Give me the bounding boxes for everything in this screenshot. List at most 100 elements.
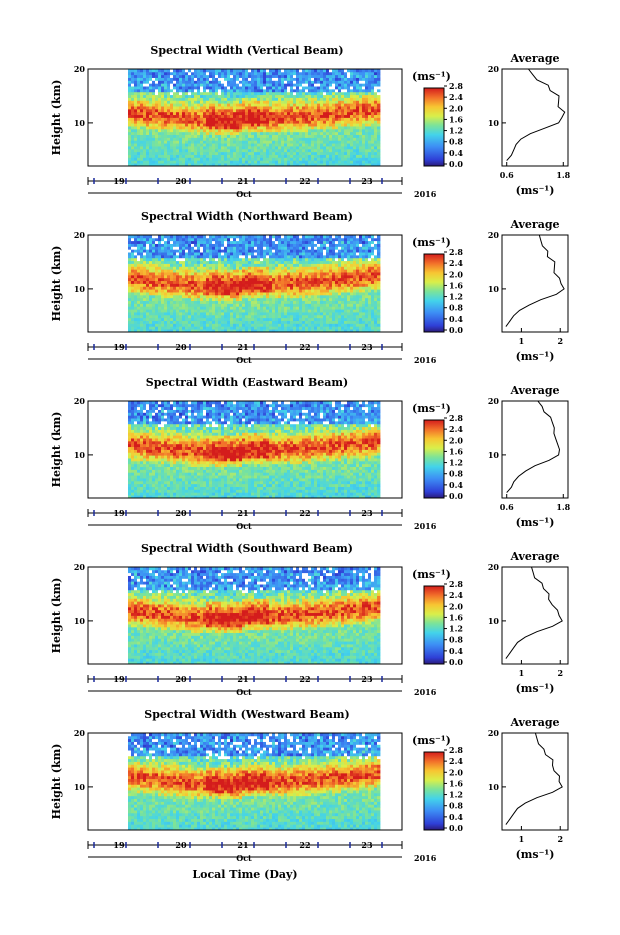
heatmap-cell — [239, 137, 242, 140]
heatmap-cell — [260, 120, 263, 123]
heatmap-cell — [215, 301, 218, 304]
heatmap-cell — [137, 152, 140, 155]
heatmap-cell — [314, 123, 317, 126]
heatmap-cell — [212, 146, 215, 149]
heatmap-cell — [230, 289, 233, 292]
heatmap-cell — [191, 303, 194, 306]
heatmap-cell — [152, 75, 155, 78]
heatmap-cell — [200, 72, 203, 75]
heatmap-cell — [269, 140, 272, 143]
heatmap-cell — [245, 298, 248, 301]
heatmap-cell — [314, 95, 317, 98]
heatmap-cell — [299, 258, 302, 261]
heatmap-cell — [131, 298, 134, 301]
heatmap-cell — [155, 95, 158, 98]
heatmap-cell — [365, 78, 368, 81]
heatmap-cell — [290, 80, 293, 83]
heatmap-cell — [182, 241, 185, 244]
heatmap-cell — [290, 95, 293, 98]
heatmap-cell — [341, 157, 344, 160]
heatmap-cell — [374, 120, 377, 123]
heatmap-cell — [188, 80, 191, 83]
heatmap-cell — [158, 286, 161, 289]
heatmap-cell — [254, 269, 257, 272]
heatmap-cell — [188, 292, 191, 295]
heatmap-cell — [188, 92, 191, 95]
heatmap-cell — [245, 80, 248, 83]
heatmap-cell — [284, 120, 287, 123]
heatmap-cell — [239, 264, 242, 267]
heatmap-cell — [257, 75, 260, 78]
heatmap-cell — [140, 326, 143, 329]
heatmap-cell — [281, 238, 284, 241]
heatmap-cell — [287, 275, 290, 278]
heatmap-cell — [239, 157, 242, 160]
heatmap-cell — [128, 120, 131, 123]
heatmap-cell — [242, 272, 245, 275]
heatmap-cell — [197, 301, 200, 304]
heatmap-cell — [236, 292, 239, 295]
heatmap-cell — [215, 160, 218, 163]
heatmap-cell — [302, 132, 305, 135]
heatmap-cell — [290, 238, 293, 241]
heatmap-cell — [269, 289, 272, 292]
heatmap-cell — [260, 289, 263, 292]
heatmap-cell — [188, 318, 191, 321]
heatmap-cell — [167, 129, 170, 132]
heatmap-cell — [191, 103, 194, 106]
heatmap-cell — [194, 286, 197, 289]
heatmap-cell — [257, 152, 260, 155]
heatmap-cell — [185, 80, 188, 83]
heatmap-cell — [344, 89, 347, 92]
heatmap-cell — [146, 98, 149, 101]
heatmap-cell — [290, 126, 293, 129]
heatmap-cell — [278, 249, 281, 252]
heatmap-cell — [356, 83, 359, 86]
heatmap-cell — [248, 160, 251, 163]
heatmap-cell — [143, 261, 146, 264]
heatmap-cell — [266, 258, 269, 261]
heatmap-cell — [293, 140, 296, 143]
heatmap-cell — [248, 75, 251, 78]
heatmap-cell — [299, 278, 302, 281]
heatmap-cell — [179, 286, 182, 289]
heatmap-cell — [248, 312, 251, 315]
heatmap-cell — [161, 261, 164, 264]
heatmap-cell — [362, 115, 365, 118]
heatmap-cell — [287, 126, 290, 129]
heatmap-cell — [284, 292, 287, 295]
heatmap-cell — [263, 149, 266, 152]
heatmap-cell — [221, 252, 224, 255]
heatmap-cell — [251, 318, 254, 321]
heatmap-cell — [338, 92, 341, 95]
heatmap-cell — [179, 321, 182, 324]
heatmap-cell — [227, 312, 230, 315]
heatmap-cell — [131, 323, 134, 326]
heatmap-cell — [146, 266, 149, 269]
heatmap-cell — [146, 278, 149, 281]
heatmap-cell — [353, 120, 356, 123]
heatmap-cell — [152, 140, 155, 143]
heatmap-cell — [170, 272, 173, 275]
heatmap-cell — [278, 269, 281, 272]
heatmap-cell — [137, 238, 140, 241]
heatmap-cell — [188, 89, 191, 92]
heatmap-cell — [329, 75, 332, 78]
heatmap-cell — [296, 75, 299, 78]
heatmap-cell — [233, 284, 236, 287]
heatmap-cell — [251, 244, 254, 247]
heatmap-cell — [248, 252, 251, 255]
heatmap-cell — [290, 98, 293, 101]
heatmap-cell — [242, 103, 245, 106]
heatmap-cell — [344, 92, 347, 95]
heatmap-cell — [356, 89, 359, 92]
heatmap-cell — [224, 78, 227, 81]
heatmap-cell — [341, 115, 344, 118]
heatmap-cell — [209, 249, 212, 252]
heatmap-cell — [143, 258, 146, 261]
heatmap-cell — [347, 149, 350, 152]
heatmap-cell — [311, 326, 314, 329]
heatmap-cell — [164, 323, 167, 326]
heatmap-cell — [197, 275, 200, 278]
heatmap-cell — [128, 315, 131, 318]
